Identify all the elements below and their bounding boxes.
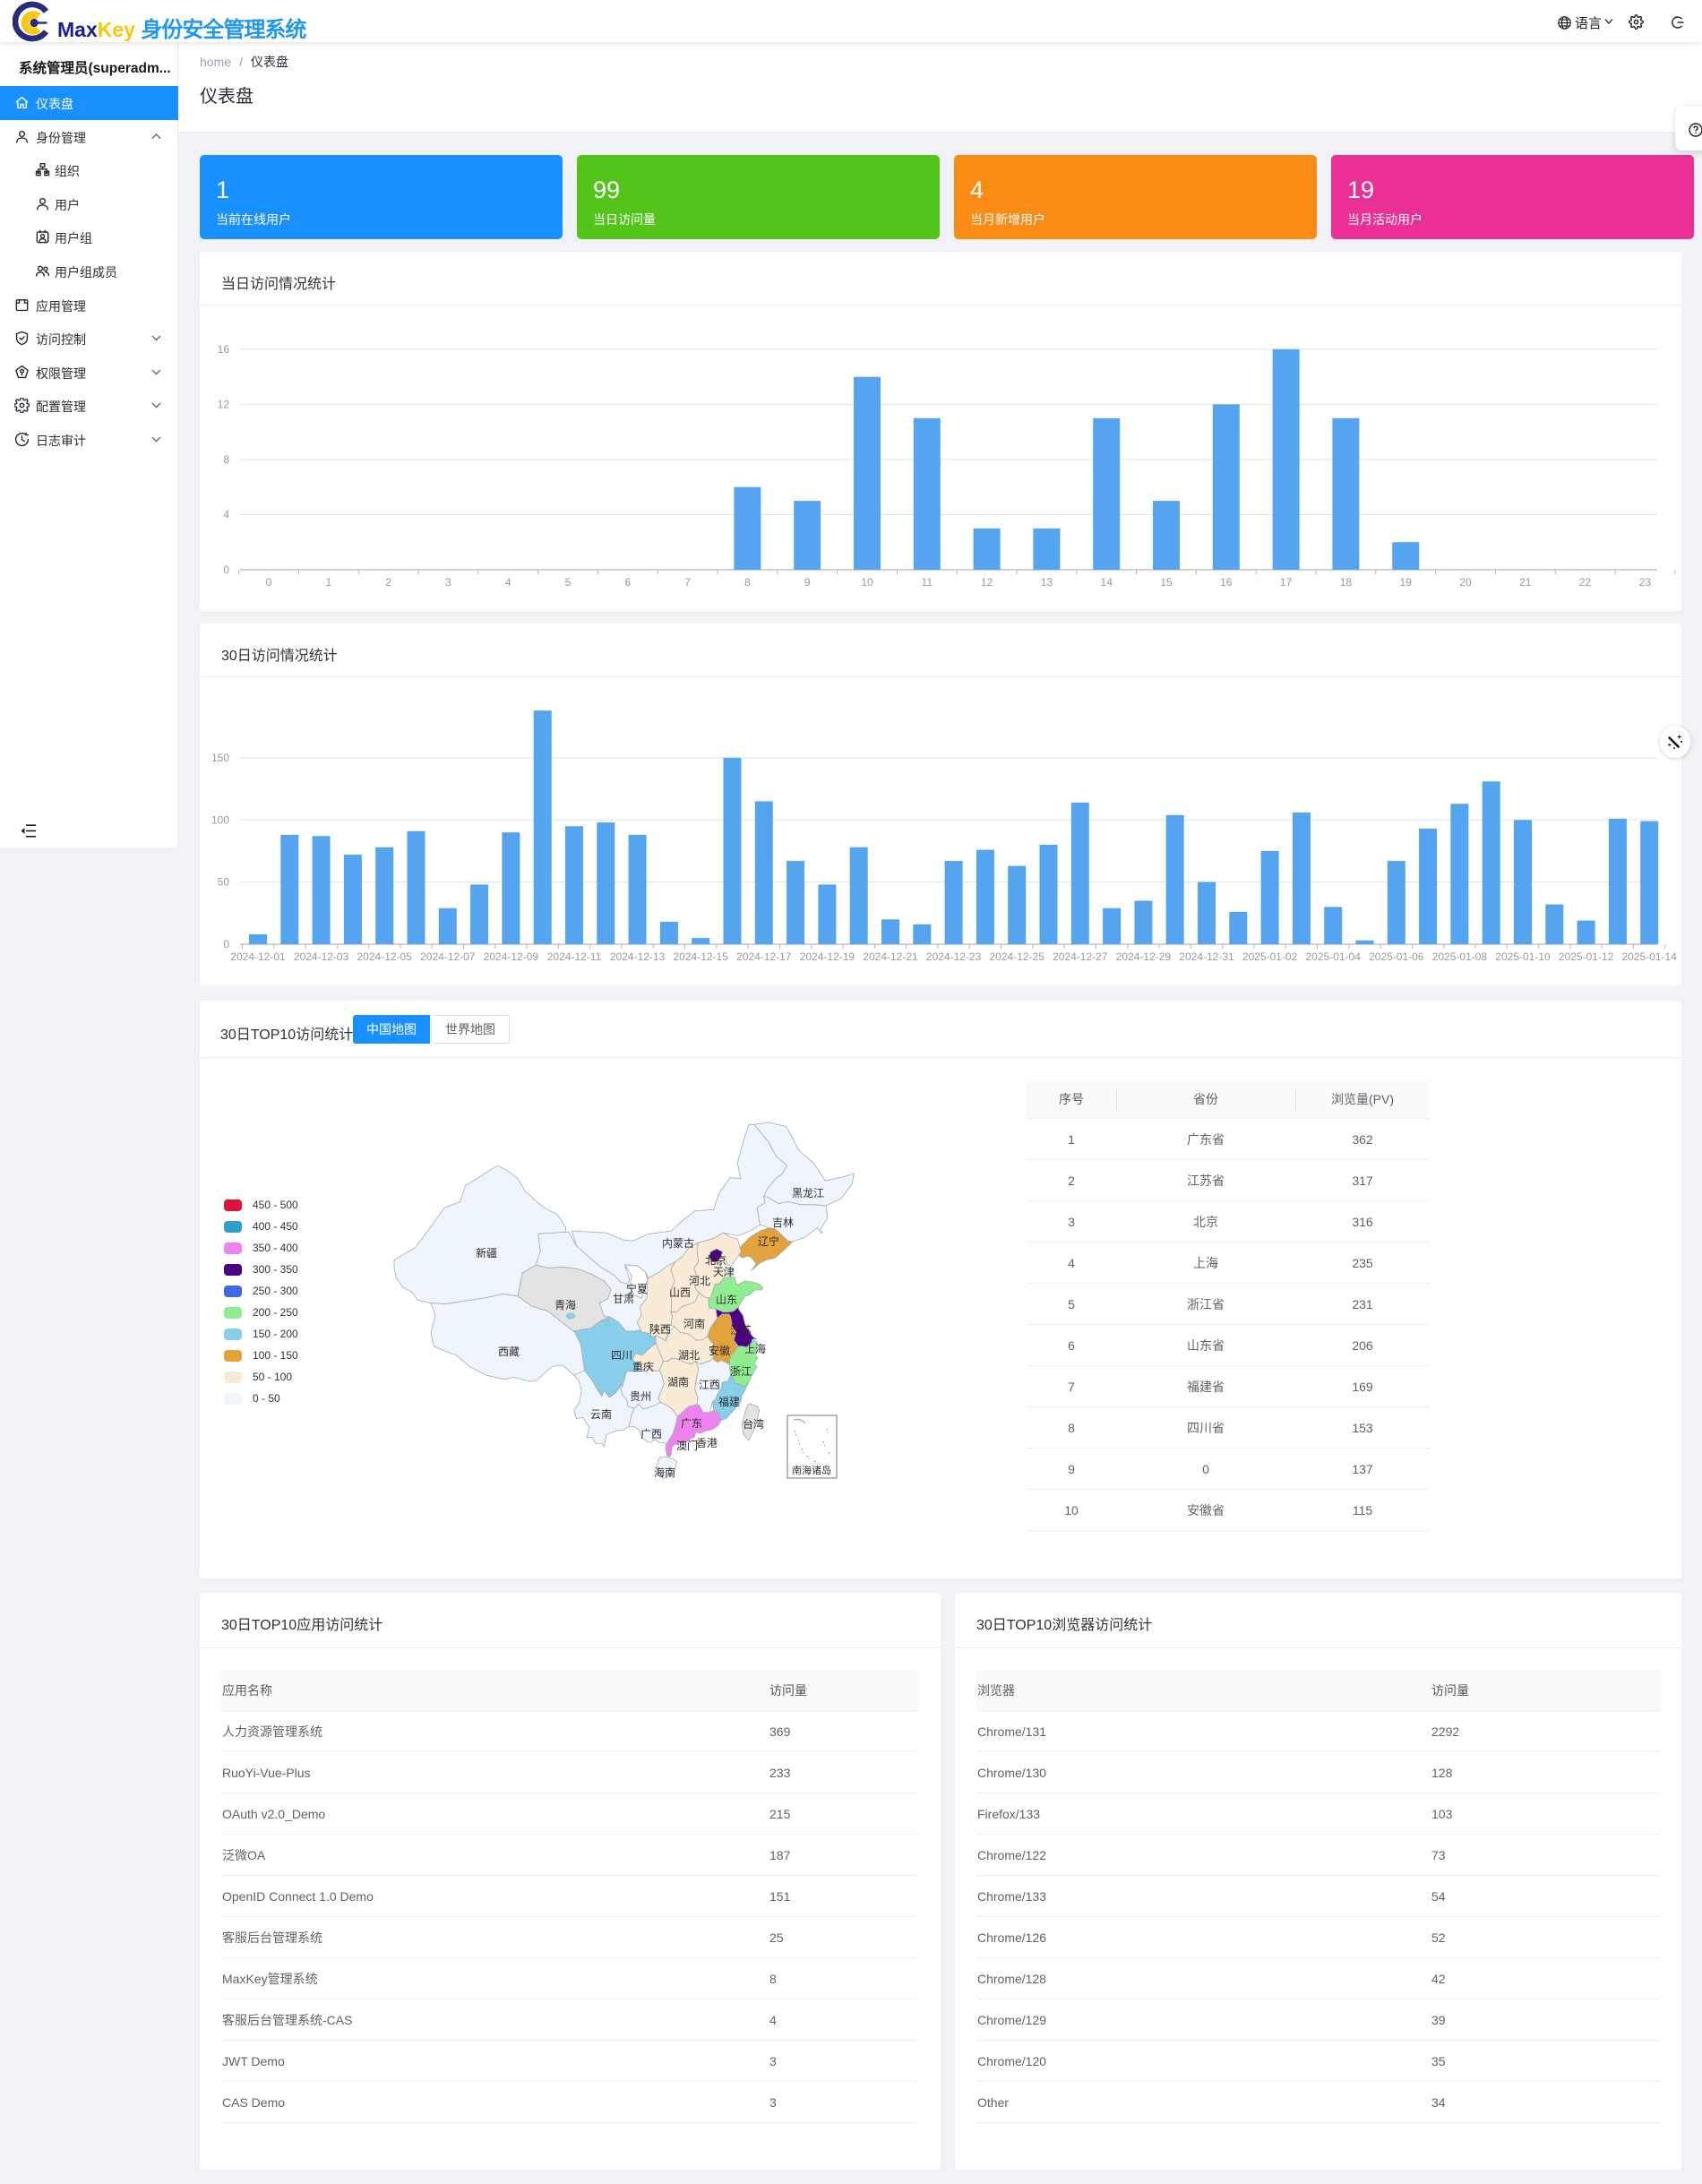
svg-text:2024-12-01: 2024-12-01 bbox=[230, 950, 286, 963]
svg-text:2024-12-29: 2024-12-29 bbox=[1116, 950, 1172, 963]
svg-text:2024-12-07: 2024-12-07 bbox=[420, 950, 476, 963]
svg-text:2024-12-11: 2024-12-11 bbox=[547, 950, 602, 963]
svg-text:新疆: 新疆 bbox=[476, 1246, 497, 1260]
svg-text:安徽: 安徽 bbox=[709, 1344, 730, 1357]
svg-text:3: 3 bbox=[445, 576, 451, 589]
svg-text:江苏: 江苏 bbox=[730, 1324, 752, 1337]
svg-text:甘肃: 甘肃 bbox=[613, 1293, 634, 1305]
svg-text:4: 4 bbox=[505, 576, 511, 589]
svg-text:13: 13 bbox=[1041, 576, 1053, 589]
svg-text:20: 20 bbox=[1459, 576, 1472, 589]
svg-text:14: 14 bbox=[1101, 576, 1113, 589]
svg-text:2024-12-13: 2024-12-13 bbox=[610, 950, 666, 963]
svg-text:12: 12 bbox=[218, 398, 230, 410]
svg-text:22: 22 bbox=[1579, 576, 1592, 589]
svg-text:7: 7 bbox=[684, 576, 691, 589]
svg-text:15: 15 bbox=[1160, 576, 1173, 589]
svg-text:香港: 香港 bbox=[696, 1437, 718, 1449]
svg-text:5: 5 bbox=[565, 576, 572, 589]
svg-text:0: 0 bbox=[266, 576, 272, 589]
svg-text:上海: 上海 bbox=[744, 1342, 766, 1355]
svg-text:河南: 河南 bbox=[683, 1317, 705, 1330]
svg-text:西藏: 西藏 bbox=[498, 1346, 520, 1358]
svg-text:2024-12-23: 2024-12-23 bbox=[926, 950, 982, 963]
svg-text:天津: 天津 bbox=[713, 1266, 735, 1278]
svg-text:50: 50 bbox=[218, 876, 230, 889]
svg-text:2025-01-04: 2025-01-04 bbox=[1306, 950, 1362, 963]
svg-text:浙江: 浙江 bbox=[730, 1365, 752, 1378]
svg-text:6: 6 bbox=[624, 576, 631, 589]
svg-text:内蒙古: 内蒙古 bbox=[662, 1236, 694, 1250]
svg-text:150: 150 bbox=[211, 752, 229, 764]
svg-text:16: 16 bbox=[1220, 576, 1233, 589]
svg-text:2: 2 bbox=[385, 576, 391, 589]
svg-text:4: 4 bbox=[223, 509, 229, 521]
svg-text:0: 0 bbox=[223, 563, 229, 576]
svg-text:2024-12-27: 2024-12-27 bbox=[1053, 950, 1108, 963]
svg-text:2024-12-03: 2024-12-03 bbox=[294, 950, 349, 963]
svg-text:重庆: 重庆 bbox=[632, 1361, 654, 1373]
svg-text:湖南: 湖南 bbox=[667, 1375, 689, 1389]
svg-text:黑龙江: 黑龙江 bbox=[792, 1187, 824, 1199]
svg-text:11: 11 bbox=[922, 576, 933, 589]
svg-text:2024-12-21: 2024-12-21 bbox=[863, 950, 918, 963]
svg-text:广西: 广西 bbox=[640, 1428, 662, 1440]
svg-text:澳门: 澳门 bbox=[676, 1439, 698, 1452]
svg-text:福建: 福建 bbox=[718, 1395, 740, 1408]
svg-text:山西: 山西 bbox=[669, 1286, 691, 1299]
svg-text:2025-01-12: 2025-01-12 bbox=[1559, 950, 1614, 963]
svg-text:山东: 山东 bbox=[716, 1294, 737, 1306]
svg-text:江西: 江西 bbox=[699, 1379, 720, 1391]
svg-text:17: 17 bbox=[1280, 576, 1293, 589]
svg-text:海南: 海南 bbox=[654, 1466, 675, 1479]
svg-text:贵州: 贵州 bbox=[630, 1390, 651, 1403]
svg-text:2024-12-09: 2024-12-09 bbox=[484, 950, 539, 963]
svg-text:0: 0 bbox=[223, 938, 229, 950]
svg-text:8: 8 bbox=[744, 576, 751, 589]
svg-text:南海诸岛: 南海诸岛 bbox=[792, 1464, 831, 1476]
svg-text:2024-12-17: 2024-12-17 bbox=[736, 950, 792, 963]
svg-text:青海: 青海 bbox=[554, 1298, 576, 1311]
svg-text:广东: 广东 bbox=[681, 1417, 702, 1430]
svg-text:2025-01-06: 2025-01-06 bbox=[1369, 950, 1424, 963]
svg-text:10: 10 bbox=[861, 576, 873, 589]
svg-text:陕西: 陕西 bbox=[649, 1322, 671, 1336]
svg-text:100: 100 bbox=[211, 813, 229, 826]
svg-text:2025-01-08: 2025-01-08 bbox=[1432, 950, 1488, 963]
svg-text:2024-12-31: 2024-12-31 bbox=[1179, 950, 1234, 963]
svg-text:23: 23 bbox=[1639, 576, 1652, 589]
svg-text:1: 1 bbox=[325, 576, 331, 589]
svg-text:19: 19 bbox=[1400, 576, 1413, 589]
svg-text:2024-12-19: 2024-12-19 bbox=[800, 950, 855, 963]
svg-text:21: 21 bbox=[1519, 576, 1532, 589]
svg-text:四川: 四川 bbox=[611, 1349, 632, 1362]
svg-text:2024-12-25: 2024-12-25 bbox=[990, 950, 1045, 963]
svg-text:9: 9 bbox=[804, 576, 811, 589]
svg-text:8: 8 bbox=[223, 453, 229, 466]
svg-text:12: 12 bbox=[981, 576, 993, 589]
svg-text:辽宁: 辽宁 bbox=[758, 1234, 779, 1248]
svg-text:台湾: 台湾 bbox=[743, 1417, 764, 1431]
svg-text:16: 16 bbox=[218, 343, 230, 356]
svg-text:宁夏: 宁夏 bbox=[626, 1282, 648, 1295]
svg-text:吉林: 吉林 bbox=[772, 1217, 794, 1229]
svg-text:2025-01-14: 2025-01-14 bbox=[1622, 950, 1678, 963]
svg-text:2024-12-05: 2024-12-05 bbox=[357, 950, 413, 963]
svg-text:北京: 北京 bbox=[705, 1254, 726, 1267]
svg-text:湖北: 湖北 bbox=[678, 1348, 700, 1362]
svg-text:云南: 云南 bbox=[590, 1407, 612, 1421]
svg-text:18: 18 bbox=[1340, 576, 1353, 589]
svg-text:2024-12-15: 2024-12-15 bbox=[674, 950, 729, 963]
svg-text:2025-01-02: 2025-01-02 bbox=[1242, 950, 1298, 963]
svg-text:河北: 河北 bbox=[689, 1275, 710, 1287]
svg-text:2025-01-10: 2025-01-10 bbox=[1495, 950, 1551, 963]
